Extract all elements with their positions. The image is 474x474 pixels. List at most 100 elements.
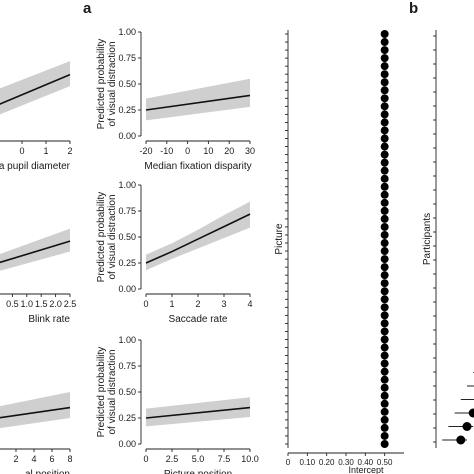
intercept-point	[380, 303, 389, 312]
intercept-point	[380, 375, 389, 384]
x-tick-label: 10.0	[241, 454, 259, 464]
intercept-panel	[285, 30, 404, 456]
intercept-point	[380, 327, 389, 336]
y-tick-label: 1.00	[118, 335, 136, 345]
fitted-line	[0, 240, 71, 264]
charts-layer: 0 1 2a pupil diameter-20 -10 0 10 20 300.000.25…	[0, 27, 474, 474]
participants-panel	[433, 30, 474, 448]
intercept-point	[380, 174, 389, 183]
x-tick-label: 10	[203, 146, 213, 156]
x-tick-label: 0.40	[358, 458, 374, 467]
x-tick-label: 3	[221, 299, 226, 309]
x-tick-label: 5.0	[192, 454, 205, 464]
x-tick-label: 0.10	[300, 458, 316, 467]
x-tick-label: 0	[19, 146, 24, 156]
fit-panel-2	[138, 31, 251, 144]
y-axis-label: Predicted probability	[96, 39, 107, 130]
y-tick-label: 0.50	[118, 232, 136, 242]
x-tick-label: -20	[139, 146, 152, 156]
x-tick-label: 2.5	[166, 454, 179, 464]
intercept-point	[380, 415, 389, 424]
intercept-point	[380, 86, 389, 95]
intercept-point	[380, 102, 389, 111]
x-tick-label: 4	[31, 454, 36, 464]
y-tick-label: 0.75	[118, 206, 136, 216]
y-tick-label: 0.00	[118, 284, 136, 294]
x-tick-label: 2.0	[49, 299, 62, 309]
fit-panel-5	[0, 392, 71, 452]
intercept-point	[380, 38, 389, 47]
y-axis-label: Predicted probability	[96, 192, 107, 283]
x-tick-label: 2.5	[64, 299, 77, 309]
fit-panel-3	[0, 228, 71, 297]
intercept-point	[380, 255, 389, 264]
intercept-point	[380, 263, 389, 272]
x-tick-label: 2	[67, 146, 72, 156]
intercept-point	[380, 440, 389, 448]
confidence-band	[0, 392, 70, 429]
intercept-point	[380, 279, 389, 288]
fitted-line	[145, 213, 251, 264]
fitted-line	[0, 406, 71, 419]
intercept-point	[380, 142, 389, 151]
intercept-point	[380, 247, 389, 256]
y-tick-label: 0.50	[118, 79, 136, 89]
intercept-point	[380, 70, 389, 79]
x-tick-label: 0.5	[6, 299, 19, 309]
intercept-point	[380, 335, 389, 344]
x-tick-label: 20	[224, 146, 234, 156]
x-tick-label: 2	[13, 454, 18, 464]
x-axis-label: Intercept	[348, 465, 384, 474]
intercept-point	[380, 311, 389, 320]
intercept-point	[380, 359, 389, 368]
intercept-point	[380, 190, 389, 199]
fitted-line	[145, 94, 251, 111]
x-tick-label: 4	[247, 299, 252, 309]
participant-point	[456, 435, 466, 445]
y-tick-label: 0.75	[118, 361, 136, 371]
y-tick-label: 1.00	[118, 180, 136, 190]
y-tick-label: 0.00	[118, 131, 136, 141]
x-axis-label: Median fixation disparity	[144, 161, 251, 172]
x-axis-label: Blink rate	[28, 314, 70, 325]
intercept-point	[380, 182, 389, 191]
intercept-point	[380, 30, 389, 38]
intercept-point	[380, 214, 389, 223]
x-axis-label: Picture position	[164, 469, 232, 474]
x-axis-label: Saccade rate	[169, 314, 228, 325]
intercept-point	[380, 431, 389, 440]
x-tick-label: 0	[286, 458, 291, 467]
intercept-point	[380, 206, 389, 215]
intercept-point	[380, 271, 389, 280]
participant-point	[462, 422, 472, 431]
x-tick-label: 0	[143, 299, 148, 309]
x-tick-label: -10	[160, 146, 173, 156]
intercept-point	[380, 118, 389, 127]
x-tick-label: 0	[185, 146, 190, 156]
intercept-point	[380, 295, 389, 304]
confidence-band	[146, 78, 250, 121]
x-tick-label: 0	[143, 454, 148, 464]
x-tick-label: 8	[67, 454, 72, 464]
fit-panel-6	[138, 339, 251, 452]
x-axis-label: a pupil diameter	[0, 161, 71, 172]
intercept-point	[380, 134, 389, 143]
intercept-point	[380, 150, 389, 159]
y-tick-label: 0.00	[118, 439, 136, 449]
fitted-line	[145, 406, 251, 419]
y-axis-label: Participants	[422, 213, 433, 265]
intercept-point	[380, 383, 389, 392]
y-axis-label: Predicted probability	[96, 347, 107, 438]
intercept-point	[380, 62, 389, 71]
x-tick-label: 1.0	[21, 299, 34, 309]
y-tick-label: 0.25	[118, 258, 136, 268]
intercept-point	[380, 407, 389, 416]
y-tick-label: 0.50	[118, 387, 136, 397]
y-axis-label: of visual distraction	[107, 194, 118, 279]
confidence-band	[0, 228, 70, 271]
panel-label-a: a	[83, 0, 92, 17]
confidence-band	[0, 61, 70, 115]
intercept-point	[380, 126, 389, 135]
intercept-point	[380, 54, 389, 63]
